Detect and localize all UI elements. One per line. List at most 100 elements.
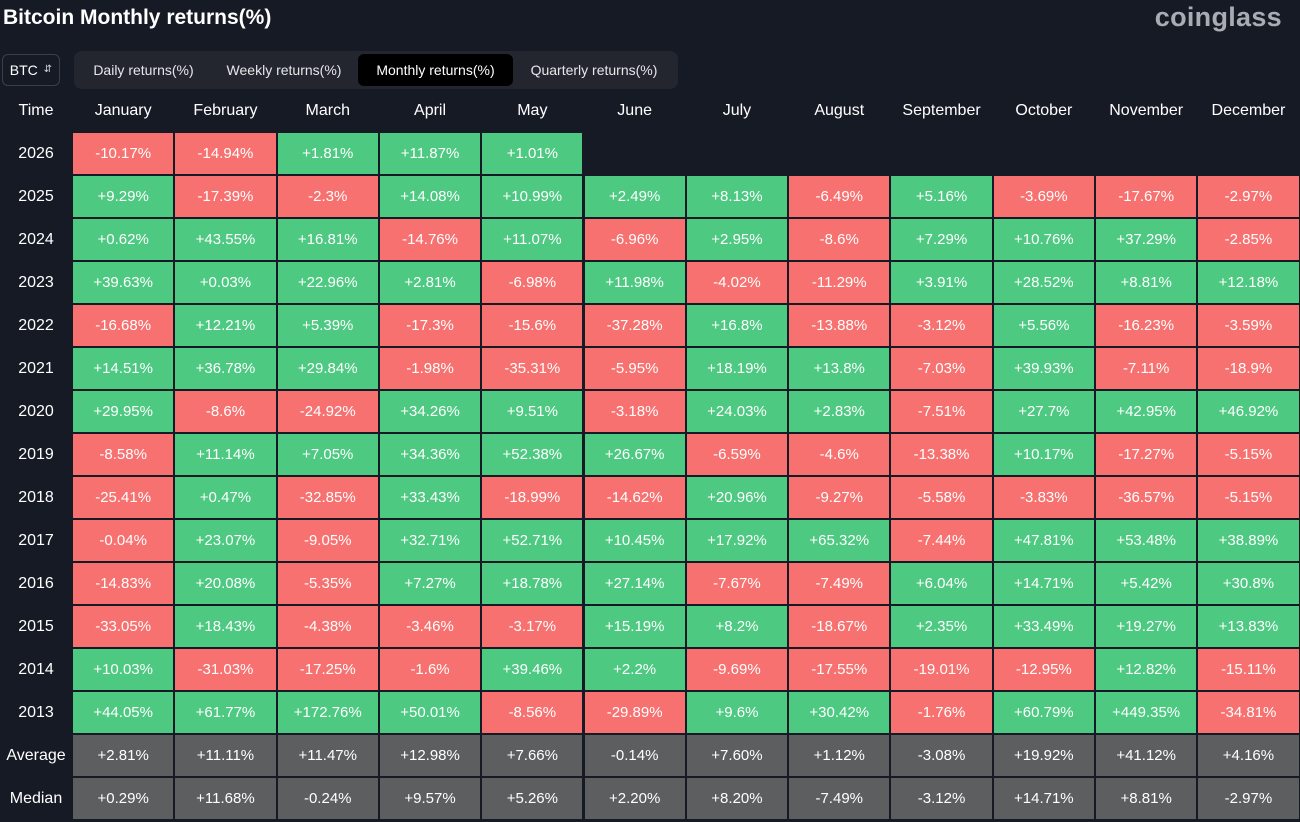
return-cell: -17.39% (175, 176, 276, 217)
return-cell: -14.94% (175, 133, 276, 174)
return-cell: +34.36% (379, 434, 481, 475)
return-cell: +0.47% (175, 477, 276, 518)
return-cell: -16.23% (1096, 305, 1197, 346)
return-cell: -6.49% (789, 176, 890, 217)
asset-select-value: BTC (9, 62, 38, 78)
return-cell: -0.04% (73, 520, 174, 561)
return-cell: +13.83% (1198, 606, 1299, 647)
return-cell: -12.95% (993, 649, 1094, 690)
summary-cell: -3.08% (891, 735, 992, 776)
return-cell: +7.05% (277, 434, 378, 475)
return-cell: +30.42% (789, 692, 890, 733)
return-cell: -3.59% (1198, 305, 1299, 346)
return-cell: +12.18% (1198, 262, 1299, 303)
summary-cell: +41.12% (1096, 735, 1197, 776)
return-cell: +30.8% (1198, 563, 1299, 604)
return-cell: -3.17% (482, 606, 583, 647)
return-cell: -15.11% (1198, 649, 1299, 690)
return-cell: +37.29% (1096, 219, 1197, 260)
column-header-month: May (517, 102, 548, 119)
row-label-year: 2025 (18, 187, 54, 205)
column-header-time: Time (18, 102, 54, 119)
return-cell: +61.77% (175, 692, 276, 733)
return-cell: +36.78% (175, 348, 276, 389)
return-cell: +1.81% (277, 133, 378, 174)
summary-cell: +7.66% (482, 735, 583, 776)
return-cell: -3.46% (379, 606, 481, 647)
row-label-year: 2016 (18, 574, 54, 592)
tab-daily-returns[interactable]: Daily returns(%) (93, 62, 194, 78)
return-cell: -7.44% (891, 520, 992, 561)
column-header-month: March (305, 102, 350, 119)
summary-cell: +2.81% (73, 735, 174, 776)
return-cell: +2.81% (379, 262, 481, 303)
return-cell: +10.76% (993, 219, 1094, 260)
return-cell: -3.12% (891, 305, 992, 346)
return-cell: +44.05% (73, 692, 174, 733)
row-label-year: 2026 (18, 144, 54, 162)
return-cell: +16.81% (277, 219, 378, 260)
return-cell: +20.08% (175, 563, 276, 604)
summary-cell: +11.11% (175, 735, 276, 776)
summary-cell: +4.16% (1198, 735, 1299, 776)
return-cell: +8.81% (1096, 262, 1197, 303)
return-cell: -8.6% (789, 219, 890, 260)
tab-monthly-returns[interactable]: Monthly returns(%) (358, 54, 513, 86)
return-cell: -16.68% (73, 305, 174, 346)
return-cell: -25.41% (73, 477, 174, 518)
return-cell: -7.51% (891, 391, 992, 432)
return-cell: +8.2% (686, 606, 788, 647)
tab-quarterly-returns[interactable]: Quarterly returns(%) (530, 62, 658, 78)
return-cell: -14.62% (584, 477, 685, 518)
return-cell: -5.15% (1198, 434, 1299, 475)
column-header-month: April (414, 102, 447, 119)
return-cell: -8.56% (482, 692, 583, 733)
return-cell: -2.85% (1198, 219, 1299, 260)
return-cell: -5.58% (891, 477, 992, 518)
return-cell: +5.56% (993, 305, 1094, 346)
return-cell: +32.71% (379, 520, 481, 561)
return-cell: +2.49% (584, 176, 685, 217)
return-cell: -9.27% (789, 477, 890, 518)
return-cell: -17.67% (1096, 176, 1197, 217)
return-cell: +10.03% (73, 649, 174, 690)
return-cell: -33.05% (73, 606, 174, 647)
column-header-month: February (193, 102, 258, 119)
summary-cell: +19.92% (993, 735, 1094, 776)
return-cell: +0.62% (73, 219, 174, 260)
return-cell: +46.92% (1198, 391, 1299, 432)
summary-cell: -0.24% (277, 778, 378, 819)
return-cell: -32.85% (277, 477, 378, 518)
return-cell: +12.82% (1096, 649, 1197, 690)
return-cell: +29.95% (73, 391, 174, 432)
row-label-summary: Median (9, 789, 63, 807)
tab-weekly-returns[interactable]: Weekly returns(%) (226, 62, 342, 78)
return-cell: -17.55% (789, 649, 890, 690)
row-label-year: 2024 (18, 230, 54, 248)
return-cell: +18.43% (175, 606, 276, 647)
return-cell: +39.63% (73, 262, 174, 303)
summary-cell: -0.14% (584, 735, 685, 776)
return-cell: +449.35% (1096, 692, 1197, 733)
return-cell: +2.2% (584, 649, 685, 690)
return-cell: +27.14% (584, 563, 685, 604)
asset-select[interactable]: BTC ⇵ (2, 54, 60, 86)
row-label-year: 2020 (18, 402, 54, 420)
return-cell: +18.78% (482, 563, 583, 604)
return-cell: +39.93% (993, 348, 1094, 389)
return-cell: -3.83% (993, 477, 1094, 518)
return-cell: -6.59% (686, 434, 788, 475)
return-cell: +11.87% (379, 133, 481, 174)
return-cell: -17.3% (379, 305, 481, 346)
return-cell: +20.96% (686, 477, 788, 518)
return-cell: +12.21% (175, 305, 276, 346)
return-cell: -8.58% (73, 434, 174, 475)
return-cell: -18.67% (789, 606, 890, 647)
return-cell: -9.69% (686, 649, 788, 690)
return-cell: +11.07% (482, 219, 583, 260)
return-cell: +10.17% (993, 434, 1094, 475)
return-cell: -7.67% (686, 563, 788, 604)
return-cell: +24.03% (686, 391, 788, 432)
return-cell: +5.42% (1096, 563, 1197, 604)
return-cell: -13.88% (789, 305, 890, 346)
